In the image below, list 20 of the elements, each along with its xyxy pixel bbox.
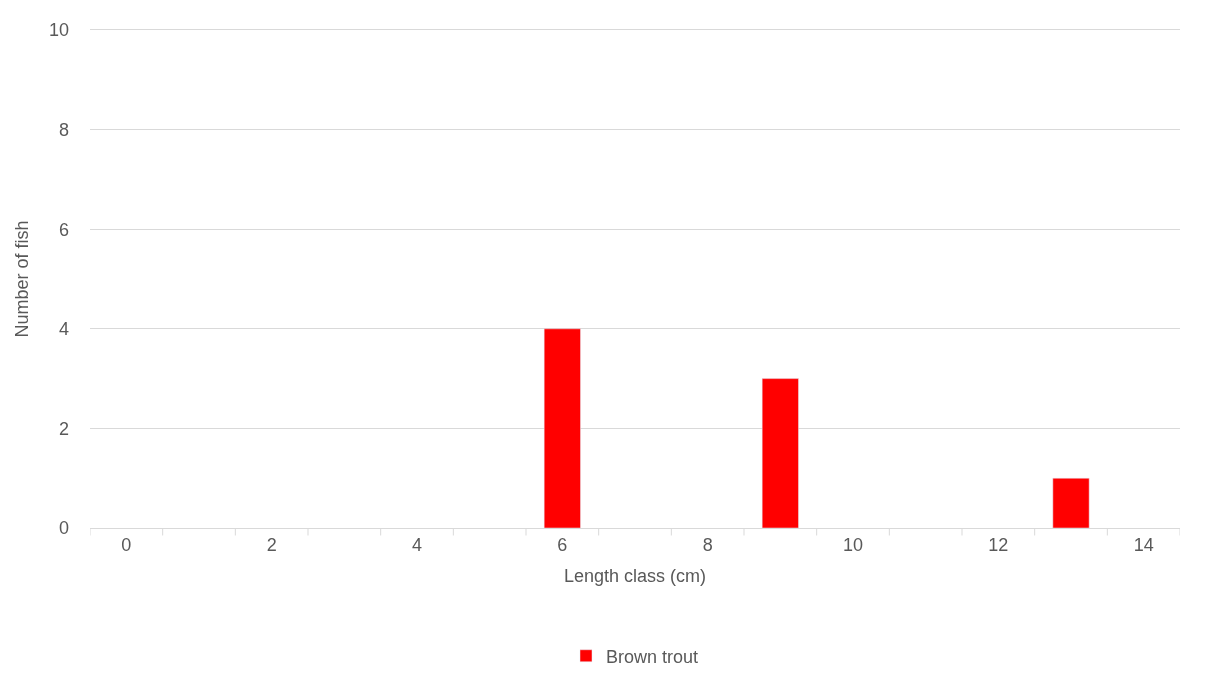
x-tick-label: 8	[702, 534, 713, 555]
x-tick-label: 12	[988, 534, 1009, 555]
y-tick-label: 8	[58, 119, 69, 140]
legend-label: Brown trout	[606, 646, 699, 667]
x-tick-label: 2	[266, 534, 277, 555]
y-tick-label: 10	[48, 20, 69, 41]
bar	[761, 378, 799, 528]
y-axis-title: Number of fish	[12, 220, 33, 338]
x-tick-label: 14	[1133, 534, 1154, 555]
y-tick-label: 6	[58, 219, 69, 240]
x-tick-label: 10	[842, 534, 864, 555]
x-tick-label: 6	[557, 534, 568, 555]
y-tick-label: 0	[58, 518, 69, 539]
y-tick-label: 2	[58, 418, 69, 439]
bar	[543, 328, 581, 528]
x-axis-title: Length class (cm)	[563, 565, 707, 586]
x-tick-label: 0	[121, 534, 132, 555]
x-tick-label: 4	[411, 534, 423, 555]
bar	[1052, 477, 1090, 528]
y-tick-label: 4	[58, 319, 69, 340]
